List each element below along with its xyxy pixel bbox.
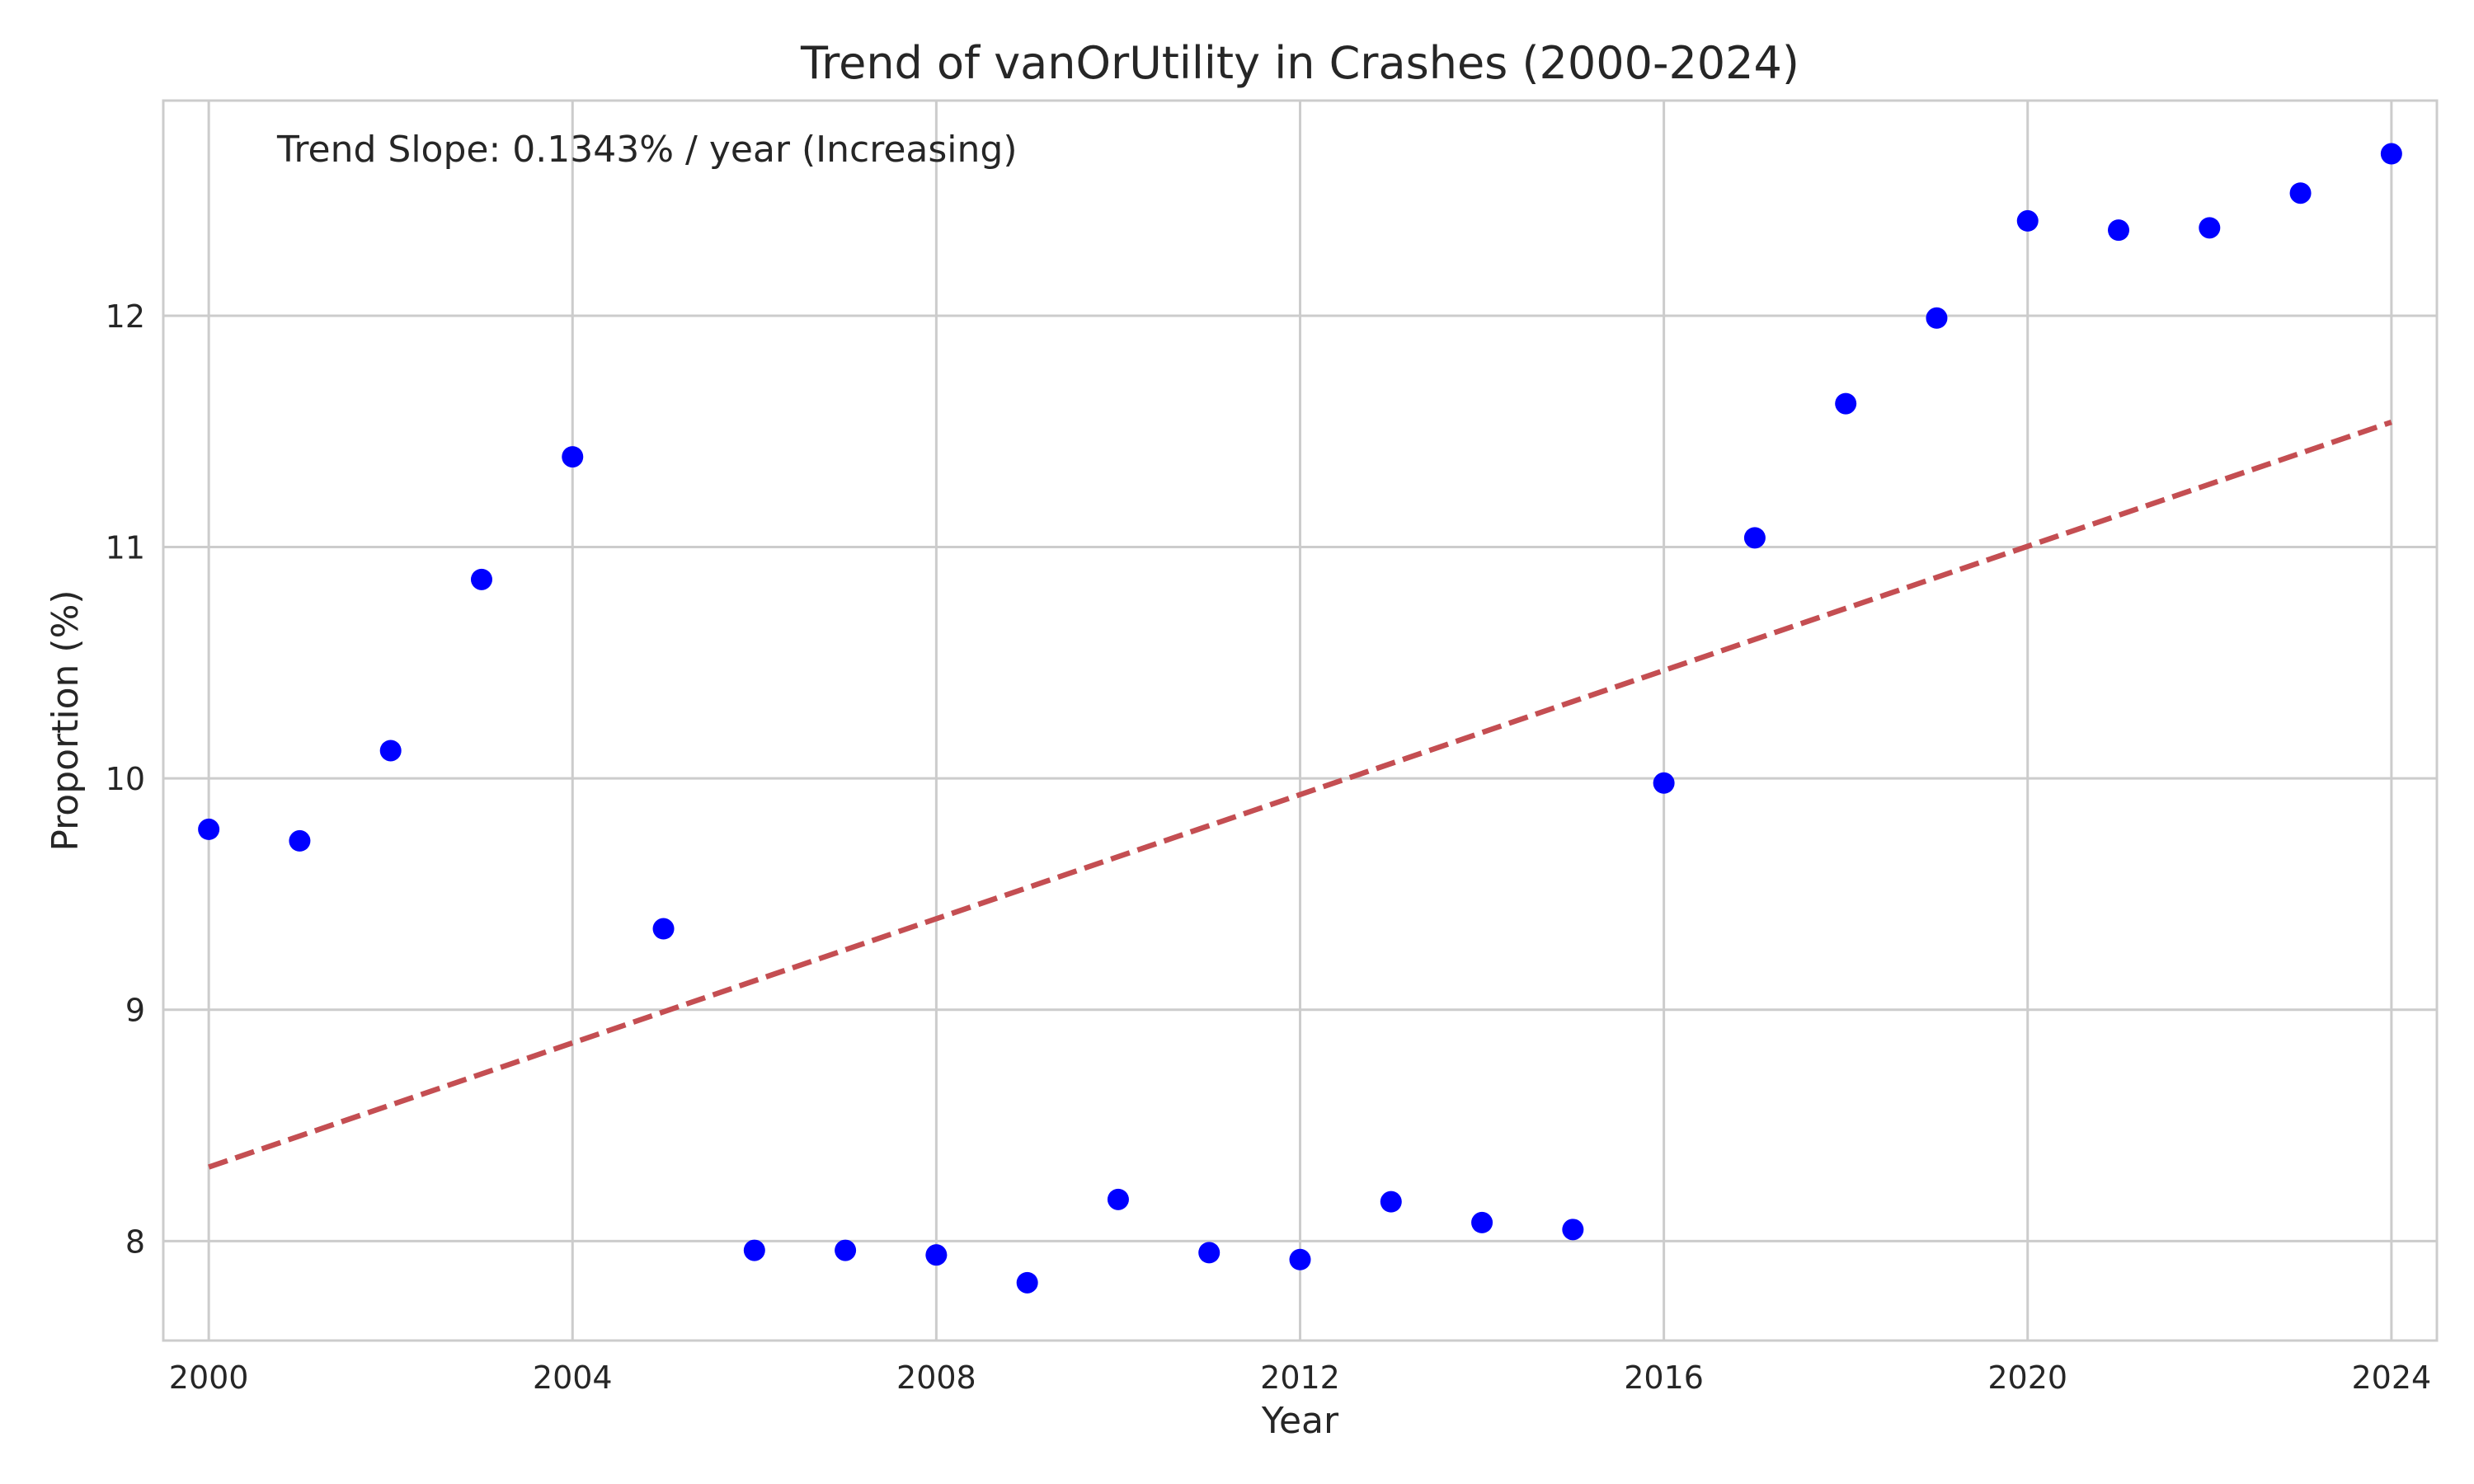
data-point: [1107, 1188, 1129, 1210]
data-point: [2199, 217, 2221, 239]
data-point: [470, 568, 492, 590]
x-tick-label: 2008: [896, 1360, 976, 1396]
x-axis-label: Year: [1261, 1400, 1339, 1442]
data-point: [2380, 143, 2402, 165]
y-tick-label: 11: [106, 530, 145, 566]
y-tick-label: 8: [125, 1223, 145, 1260]
data-point: [743, 1239, 765, 1261]
data-points: [198, 143, 2402, 1294]
data-point: [1835, 392, 1857, 415]
data-point: [1198, 1242, 1221, 1264]
data-point: [925, 1244, 948, 1266]
x-tick-label: 2016: [1624, 1360, 1704, 1396]
data-point: [1743, 527, 1766, 549]
trend-slope-annotation: Trend Slope: 0.1343% / year (Increasing): [276, 129, 1018, 171]
x-tick-label: 2020: [1987, 1360, 2067, 1396]
data-point: [1653, 772, 1675, 794]
data-point: [562, 446, 584, 468]
y-tick-label: 9: [125, 993, 145, 1029]
x-tick-label: 2024: [2352, 1360, 2432, 1396]
data-point: [1380, 1190, 1402, 1213]
data-point: [652, 918, 675, 940]
data-point: [289, 829, 311, 852]
data-point: [1471, 1211, 1493, 1233]
plot-frame: [162, 99, 2439, 1342]
data-point: [1562, 1219, 1584, 1241]
y-tick-label: 10: [106, 761, 145, 797]
data-point: [2016, 209, 2039, 232]
data-point: [2108, 219, 2130, 242]
data-point: [1289, 1248, 1311, 1270]
data-point: [379, 740, 402, 762]
y-tick-labels: 8 9 10 11 12: [106, 298, 145, 1260]
x-tick-labels: 2000 2004 2008 2012 2016 2020 2024: [169, 1360, 2431, 1396]
trend-line: [208, 419, 2392, 1170]
data-point: [1926, 307, 1948, 329]
chart-title: Trend of vanOrUtility in Crashes (2000-2…: [800, 37, 1799, 89]
x-tick-label: 2000: [169, 1360, 249, 1396]
data-point: [198, 818, 220, 840]
data-point: [1016, 1271, 1038, 1294]
grid: [163, 101, 2437, 1341]
data-point: [2289, 182, 2312, 204]
x-tick-label: 2004: [533, 1360, 613, 1396]
y-axis-label: Proportion (%): [45, 589, 87, 851]
x-tick-label: 2012: [1260, 1360, 1340, 1396]
data-point: [835, 1239, 857, 1261]
y-tick-label: 12: [106, 298, 145, 335]
